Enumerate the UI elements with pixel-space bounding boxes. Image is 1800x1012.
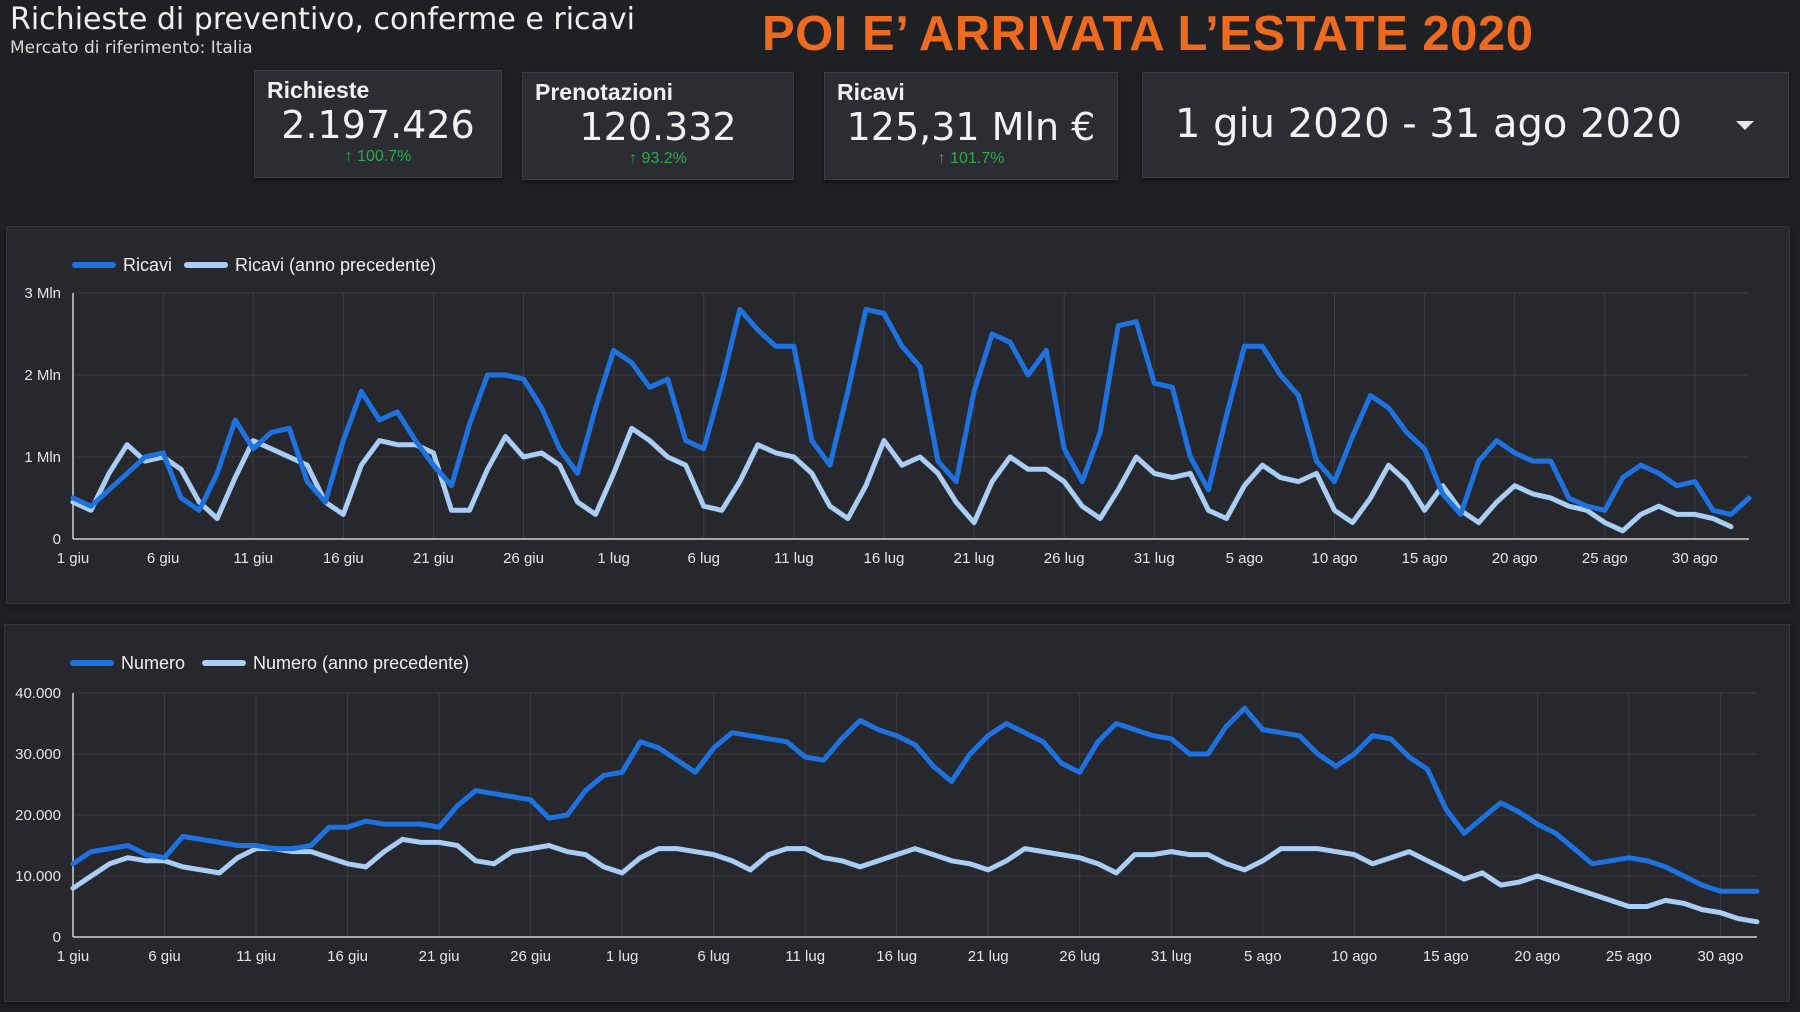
kpi-richieste-value: 2.197.426 (281, 103, 475, 147)
kpi-ricavi: Ricavi 125,31 Mln € ↑ 101.7% (824, 72, 1118, 180)
x-tick-label: 15 ago (1402, 550, 1448, 567)
y-tick-label: 0 (53, 531, 61, 548)
x-tick-label: 15 ago (1423, 948, 1469, 965)
x-tick-label: 16 giu (323, 550, 364, 567)
x-tick-label: 25 ago (1582, 550, 1628, 567)
kpi-prenotazioni-delta: ↑ 93.2% (629, 150, 687, 167)
x-tick-label: 6 lug (687, 550, 720, 567)
legend-label: Numero (anno precedente) (253, 653, 469, 673)
x-tick-label: 11 lug (785, 948, 825, 965)
y-tick-label: 0 (53, 929, 61, 946)
x-tick-label: 21 lug (954, 550, 995, 567)
ricavi-chart: 0 1 Mln 2 Mln 3 Mln 1 giu 6 giu 11 giu 16 giu 21… (24, 255, 1752, 567)
y-tick-label: 40.000 (15, 685, 61, 702)
x-tick-label: 21 lug (968, 948, 1009, 965)
series-line-current (70, 306, 1752, 517)
chevron-down-icon[interactable] (1736, 121, 1754, 130)
x-tick-label: 10 ago (1331, 948, 1377, 965)
x-tick-label: 31 lug (1134, 550, 1175, 567)
series-line-previous (70, 425, 1734, 534)
x-tick-label: 26 lug (1044, 550, 1085, 567)
x-tick-label: 26 giu (503, 550, 544, 567)
x-tick-label: 10 ago (1312, 550, 1358, 567)
legend-label: Ricavi (123, 255, 172, 275)
x-tick-label: 5 ago (1244, 948, 1282, 965)
headline: POI E’ ARRIVATA L’ESTATE 2020 (762, 7, 1534, 61)
numero-chart: 0 10.000 20.000 30.000 40.000 1 giu 6 giu 11 gi… (15, 653, 1760, 965)
x-tick-label: 21 giu (419, 948, 460, 965)
kpi-richieste-label: Richieste (267, 77, 370, 103)
legend-item[interactable]: Numero (anno precedente) (202, 653, 469, 673)
x-tick-label: 6 giu (147, 550, 180, 567)
kpi-prenotazioni-label: Prenotazioni (535, 79, 674, 105)
report-subtitle: Mercato di riferimento: Italia (10, 38, 253, 58)
x-tick-label: 11 giu (236, 948, 276, 965)
legend-item[interactable]: Numero (70, 653, 185, 673)
kpi-richieste-delta: ↑ 100.7% (344, 148, 412, 165)
kpi-ricavi-value: 125,31 Mln € (846, 105, 1096, 149)
x-tick-label: 1 lug (597, 550, 630, 567)
y-tick-label: 2 Mln (24, 367, 61, 384)
date-range-label: 1 giu 2020 - 31 ago 2020 (1175, 101, 1682, 147)
series-line-current (70, 705, 1760, 894)
x-tick-label: 31 lug (1151, 948, 1192, 965)
x-tick-label: 1 giu (57, 550, 90, 567)
report-title: Richieste di preventivo, conferme e rica… (10, 2, 635, 37)
x-tick-label: 16 lug (864, 550, 905, 567)
x-tick-label: 30 ago (1672, 550, 1718, 567)
x-tick-label: 26 giu (510, 948, 551, 965)
kpi-prenotazioni: Prenotazioni 120.332 ↑ 93.2% (522, 72, 794, 180)
y-tick-label: 20.000 (15, 807, 61, 824)
y-tick-label: 30.000 (15, 746, 61, 763)
x-tick-label: 21 giu (413, 550, 454, 567)
x-tick-label: 16 giu (327, 948, 368, 965)
legend-label: Ricavi (anno precedente) (235, 255, 436, 275)
y-tick-label: 1 Mln (24, 449, 61, 466)
x-tick-label: 5 ago (1226, 550, 1264, 567)
x-tick-label: 20 ago (1514, 948, 1560, 965)
date-range-selector[interactable]: 1 giu 2020 - 31 ago 2020 (1142, 72, 1789, 178)
legend-item[interactable]: Ricavi (72, 255, 172, 275)
series-line-previous (70, 836, 1760, 925)
x-tick-label: 11 giu (233, 550, 273, 567)
x-tick-label: 6 lug (697, 948, 730, 965)
x-tick-label: 11 lug (774, 550, 814, 567)
legend-label: Numero (121, 653, 185, 673)
kpi-richieste: Richieste 2.197.426 ↑ 100.7% (254, 70, 502, 178)
y-tick-label: 10.000 (15, 868, 61, 885)
numero-chart-panel: 0 10.000 20.000 30.000 40.000 1 giu 6 giu 11 gi… (4, 624, 1790, 1002)
legend-item[interactable]: Ricavi (anno precedente) (184, 255, 436, 275)
x-tick-label: 25 ago (1606, 948, 1652, 965)
x-tick-label: 16 lug (876, 948, 917, 965)
kpi-prenotazioni-value: 120.332 (579, 105, 737, 149)
x-tick-label: 6 giu (148, 948, 181, 965)
y-tick-label: 3 Mln (24, 285, 61, 302)
x-tick-label: 1 giu (57, 948, 90, 965)
ricavi-chart-panel: 0 1 Mln 2 Mln 3 Mln 1 giu 6 giu 11 giu 16 giu 21… (6, 226, 1790, 604)
x-tick-label: 30 ago (1697, 948, 1743, 965)
kpi-ricavi-label: Ricavi (837, 79, 905, 105)
x-tick-label: 20 ago (1492, 550, 1538, 567)
x-tick-label: 26 lug (1059, 948, 1100, 965)
x-tick-label: 1 lug (606, 948, 639, 965)
kpi-ricavi-delta: ↑ 101.7% (937, 150, 1005, 167)
